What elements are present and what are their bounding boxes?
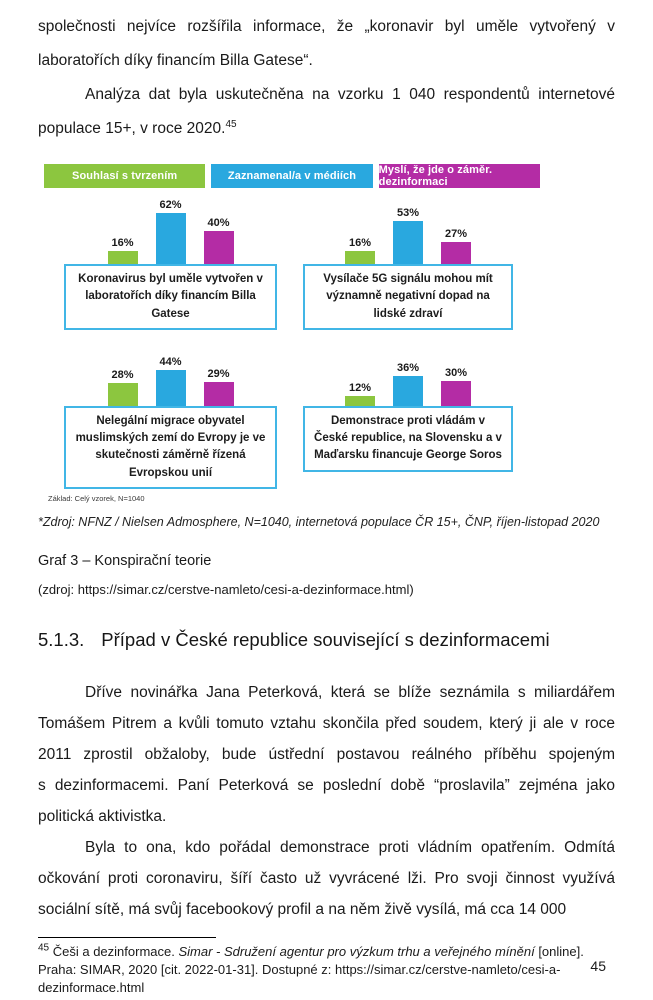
body-paragraph-2: Analýza dat byla uskutečněna na vzorku 1… (38, 78, 615, 146)
bar (393, 375, 423, 406)
bar (441, 242, 471, 264)
chart-statement-box: Vysílače 5G signálu mohou mít významně n… (303, 264, 513, 330)
chart-base-note: Základ: Celý vzorek, N=1040 (48, 493, 145, 503)
bar-value-label: 27% (444, 228, 468, 240)
bar (345, 395, 375, 406)
bar-value-label: 30% (444, 366, 468, 379)
chart-statement-box: Demonstrace proti vládám v České republi… (303, 405, 513, 472)
legend-item-agree: Souhlasí s tvrzením (44, 164, 206, 188)
paragraph-text: Analýza dat byla uskutečněna na vzorku 1… (38, 86, 615, 137)
bar (107, 251, 138, 264)
bar-value-label: 16% (348, 237, 372, 249)
bar-column: 16% (107, 237, 138, 264)
bar (155, 213, 186, 264)
bar-cluster: 16% 53% 27% (303, 198, 513, 264)
chart-statement-box: Koronavirus byl uměle vytvořen v laborat… (64, 264, 277, 330)
bar-value-label: 36% (396, 361, 420, 374)
bar-column: 30% (441, 367, 471, 406)
bar-value-label: 62% (159, 199, 182, 211)
bar (203, 231, 234, 264)
bar-column: 53% (393, 207, 423, 264)
section-heading: 5.1.3. Případ v České republice souvisejí… (38, 629, 615, 651)
bar-cluster: 28% 44% 29% (64, 340, 277, 406)
bar (393, 221, 423, 264)
bar-column: 62% (155, 199, 186, 264)
chart-statement-box: Nelegální migrace obyvatel muslimských z… (64, 405, 277, 489)
chart-group: 28% 44% 29% Nelegální migrace obyvatel musl… (64, 340, 277, 489)
chart-group: 12% 36% 30% Demonstrace proti vládám v Česk… (303, 340, 513, 489)
conspiracy-chart-figure: Souhlasí s tvrzením Zaznamenal/a v médií… (44, 164, 540, 503)
bar (155, 369, 186, 406)
figure-source-note: *Zdroj: NFNZ / Nielsen Admosphere, N=104… (38, 514, 600, 529)
bar-value-label: 44% (159, 355, 182, 368)
footnote-45: 45 Češi a dezinformace. Simar - Sdružení… (38, 943, 615, 997)
bar (203, 381, 234, 406)
bar (345, 251, 375, 264)
footnote-reference-45: 45 (225, 118, 237, 130)
chart-group: 16% 53% 27% Vysílače 5G signálu mohou mít v… (303, 198, 513, 330)
section-number: 5.1.3. (38, 628, 85, 650)
bar-column: 28% (107, 368, 138, 406)
bar-value-label: 12% (348, 381, 372, 394)
chart-group: 16% 62% 40% Koronavirus byl uměle vytvořen … (64, 198, 277, 330)
bar-column: 27% (441, 228, 471, 264)
footnote-number: 45 (38, 942, 50, 954)
bar-cluster: 12% 36% 30% (303, 340, 513, 406)
footnote-text-after: [online]. Praha: SIMAR, 2020 [cit. 2022-… (38, 943, 584, 995)
bar-column: 40% (203, 217, 234, 264)
footnote-source-italic: Simar - Sdružení agentur pro výzkum trhu… (178, 943, 535, 959)
bar-column: 44% (155, 355, 186, 406)
footnote-area: 45 Češi a dezinformace. Simar - Sdružení… (38, 936, 615, 997)
bar-value-label: 28% (111, 368, 134, 381)
bar-value-label: 53% (396, 207, 420, 219)
bar-column: 36% (393, 362, 423, 406)
chart-grid: 16% 62% 40% Koronavirus byl uměle vytvořen … (64, 198, 540, 489)
figure-caption: Graf 3 – Konspirační teorie (38, 552, 212, 569)
legend-item-thinks-disinformation: Myslí, že jde o záměr. dezinformaci (378, 164, 540, 188)
bar-value-label: 16% (111, 237, 134, 249)
bar-column: 16% (345, 237, 375, 264)
figure-caption-source: (zdroj: https://simar.cz/cerstve-namleto… (38, 581, 414, 597)
chart-legend: Souhlasí s tvrzením Zaznamenal/a v médií… (44, 164, 540, 188)
bar-value-label: 40% (207, 217, 230, 229)
bar-value-label: 29% (207, 367, 230, 380)
section-title: Případ v České republice související s d… (101, 628, 550, 650)
bar-column: 29% (203, 367, 234, 406)
body-paragraph-4: Byla to ona, kdo pořádal demonstrace pro… (38, 838, 615, 918)
legend-item-noticed-in-media: Zaznamenal/a v médiích (211, 164, 373, 188)
bar-column: 12% (345, 382, 375, 406)
bar-cluster: 16% 62% 40% (64, 198, 277, 264)
bar (107, 382, 138, 406)
body-paragraph-3: Dříve novinářka Jana Peterková, která se… (38, 683, 615, 825)
footnote-separator (38, 936, 216, 938)
body-paragraph-1: společnosti nejvíce rozšířila informace,… (38, 18, 615, 69)
page-number: 45 (590, 958, 606, 974)
footnote-text: Češi a dezinformace. (49, 943, 179, 959)
bar (441, 380, 471, 406)
